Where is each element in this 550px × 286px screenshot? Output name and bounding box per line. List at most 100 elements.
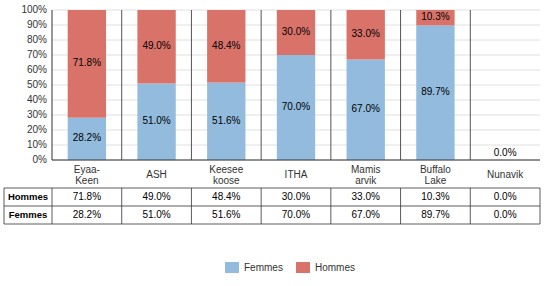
text-line: koose <box>213 174 240 185</box>
data-label: 51.6% <box>212 115 240 126</box>
y-tick-label: 0% <box>33 154 48 165</box>
y-tick-label: 50% <box>27 79 47 90</box>
text-line: ITHA <box>285 169 308 180</box>
data-label: 71.8% <box>73 57 101 68</box>
separator <box>330 10 331 160</box>
data-label: 48.4% <box>212 40 240 51</box>
y-axis: 0% 10% 20% 30% 40% 50% 60% 70% 80% 90% 100% <box>21 4 540 165</box>
table-cell: 10.3% <box>421 191 449 202</box>
data-label: 51.0% <box>142 115 170 126</box>
legend-label: Hommes <box>315 262 355 273</box>
bar-segment <box>207 83 245 160</box>
table-rule <box>540 188 541 224</box>
x-tick-label: Eyaa-Keen <box>74 163 100 185</box>
bar-segment <box>347 60 385 161</box>
y-axis-line <box>52 10 53 160</box>
table-cell: 0.0% <box>494 209 517 220</box>
bar-segment <box>68 10 106 118</box>
y-tick-label: 80% <box>27 34 47 45</box>
bar-segment <box>416 25 454 160</box>
table-cell: 67.0% <box>352 209 380 220</box>
table-cell: Femmes <box>9 209 48 220</box>
separator <box>261 10 262 160</box>
bar-segment <box>68 118 106 160</box>
y-tick-label: 70% <box>27 49 47 60</box>
table-rule <box>121 188 122 224</box>
table-rule <box>4 188 540 189</box>
table-rule <box>400 188 401 224</box>
table-cell: 33.0% <box>352 191 380 202</box>
table-rule <box>330 188 331 224</box>
y-tick-label: 10% <box>27 139 47 150</box>
table-rule <box>4 188 5 224</box>
y-tick-label: 30% <box>27 109 47 120</box>
data-label: 28.2% <box>73 132 101 143</box>
x-tick-label: Keeseekoose <box>209 163 243 185</box>
table-rule <box>470 188 471 224</box>
table-rule <box>261 188 262 224</box>
text-line: Keesee <box>209 163 243 174</box>
table-cell: 28.2% <box>73 209 101 220</box>
x-tick-label: Nunavik <box>487 169 524 180</box>
table-cell: 51.0% <box>142 209 170 220</box>
separator <box>121 10 122 160</box>
separator <box>191 10 192 160</box>
bar-segment <box>277 55 315 160</box>
x-tick-label: ASH <box>146 169 167 180</box>
chart: 0% 10% 20% 30% 40% 50% 60% 70% 80% 90% 100% 28.2% 51… <box>0 0 550 286</box>
table-rule <box>191 188 192 224</box>
data-label: 49.0% <box>142 40 170 51</box>
legend-swatch <box>296 262 310 273</box>
bar-segment <box>137 84 175 161</box>
table-cell: 49.0% <box>142 191 170 202</box>
legend: Femmes Hommes <box>225 262 355 273</box>
text-line: ASH <box>146 169 167 180</box>
data-label: 33.0% <box>352 28 380 39</box>
legend-swatch <box>225 262 239 273</box>
table-rule <box>4 206 540 207</box>
separator <box>400 10 401 160</box>
grid-line <box>52 160 540 161</box>
text-line: arvik <box>355 174 377 185</box>
data-label: 10.3% <box>421 11 449 22</box>
annotation: 0.0% <box>494 147 517 158</box>
table-rule <box>52 188 53 224</box>
bar-segment <box>277 10 315 55</box>
table-cell: 51.6% <box>212 209 240 220</box>
y-tick-label: 100% <box>21 4 47 15</box>
table-cell: 71.8% <box>73 191 101 202</box>
data-label: 67.0% <box>352 103 380 114</box>
text-line: Nunavik <box>487 169 524 180</box>
data-label: 30.0% <box>282 26 310 37</box>
table-cell: 0.0% <box>494 191 517 202</box>
text-line: Eyaa- <box>74 163 100 174</box>
x-tick-label: BuffaloLake <box>420 163 451 185</box>
table: Hommes 71.8% 49.0% 48.4% 30.0% 33.0% 10.3% 0.0%… <box>4 188 540 224</box>
legend-label: Femmes <box>244 262 283 273</box>
y-tick-label: 40% <box>27 94 47 105</box>
x-tick-label: ITHA <box>285 169 308 180</box>
table-cell: 48.4% <box>212 191 240 202</box>
table-cell: 30.0% <box>282 191 310 202</box>
text-line: Buffalo <box>420 163 451 174</box>
y-tick-label: 20% <box>27 124 47 135</box>
x-tick-label: Mamisarvik <box>351 163 380 185</box>
y-tick-label: 60% <box>27 64 47 75</box>
data-label: 70.0% <box>282 101 310 112</box>
table-rule <box>4 224 540 225</box>
bar-segment <box>416 10 454 25</box>
text-line: Keen <box>75 174 98 185</box>
table-cell: 89.7% <box>421 209 449 220</box>
table-cell: 70.0% <box>282 209 310 220</box>
bar-segment <box>207 10 245 83</box>
data-label: 89.7% <box>421 86 449 97</box>
x-axis-line <box>52 160 540 161</box>
separator <box>470 10 471 160</box>
bar-segment <box>137 10 175 84</box>
bars <box>68 10 455 160</box>
table-cell: Hommes <box>8 191 48 202</box>
text-line: Lake <box>425 174 447 185</box>
bar-segment <box>347 10 385 60</box>
y-tick-label: 90% <box>27 19 47 30</box>
text-line: Mamis <box>351 163 380 174</box>
